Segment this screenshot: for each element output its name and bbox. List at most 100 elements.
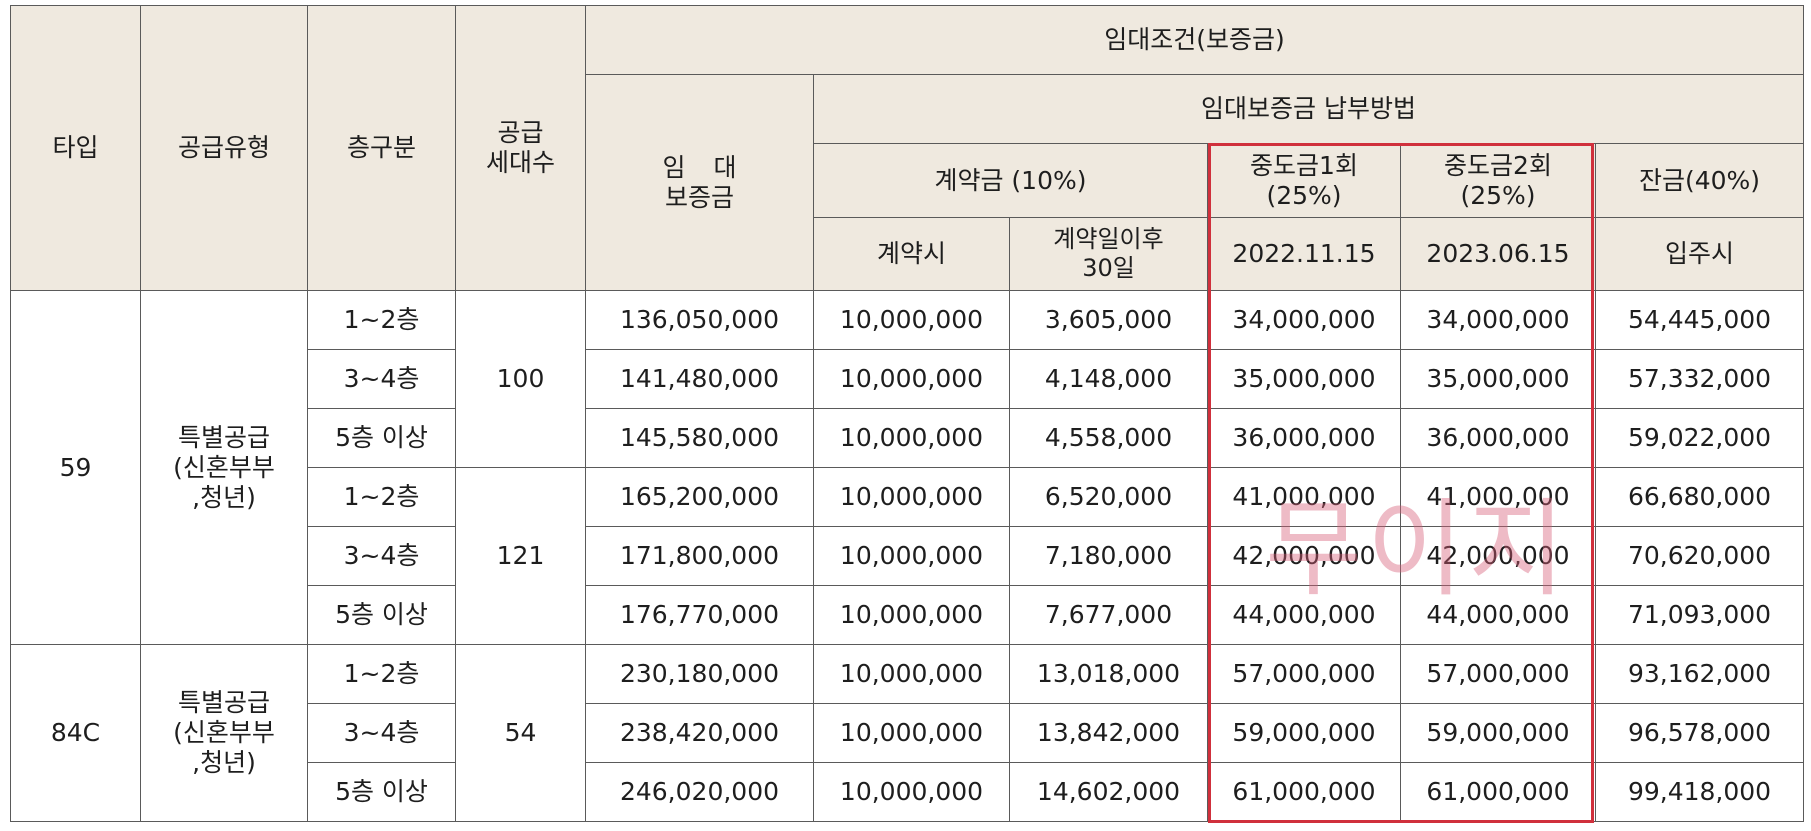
deposit-cell: 246,020,000 xyxy=(585,762,814,822)
floor-cell: 1~2층 xyxy=(307,467,456,527)
contract-cell: 10,000,000 xyxy=(813,467,1010,527)
table-row: 59 특별공급 (신혼부부 ,청년) 1~2층 100 136,050,000 … xyxy=(10,290,1805,645)
contract-cell: 10,000,000 xyxy=(813,408,1010,468)
interim1-cell: 57,000,000 xyxy=(1207,644,1401,704)
header-deposit-line2: 보증금 xyxy=(664,182,734,212)
after30-cell: 7,677,000 xyxy=(1009,585,1208,645)
deposit-cell: 141,480,000 xyxy=(585,349,814,409)
table-header: 타입 공급유형 층구분 공급 세대수 임대조건(보증금) 임 대 보증금 임대보… xyxy=(10,5,1805,291)
header-interim1-line1: 중도금1회 xyxy=(1250,150,1358,180)
units-cell: 121 xyxy=(455,467,586,645)
header-interim2: 중도금2회 (25%) xyxy=(1400,143,1596,218)
interim1-cell: 44,000,000 xyxy=(1207,585,1401,645)
table-row: 3~4층 171,800,000 10,000,000 7,180,000 42… xyxy=(11,526,1805,586)
interim2-cell: 44,000,000 xyxy=(1400,585,1596,645)
header-units-line2: 세대수 xyxy=(485,148,555,177)
header-interim2-line1: 중도금2회 xyxy=(1444,150,1552,180)
header-interim2-line2: (25%) xyxy=(1460,180,1536,210)
floor-cell: 5층 이상 xyxy=(307,408,456,468)
balance-cell: 70,620,000 xyxy=(1594,526,1805,586)
floor-cell: 3~4층 xyxy=(307,703,456,763)
contract-cell: 10,000,000 xyxy=(813,349,1010,409)
floor-cell: 3~4층 xyxy=(307,526,456,586)
table-row: 3~4층 141,480,000 10,000,000 4,148,000 35… xyxy=(11,349,1805,409)
interim2-cell: 36,000,000 xyxy=(1400,408,1596,468)
deposit-cell: 136,050,000 xyxy=(585,290,814,350)
supply-line3: ,청년) xyxy=(192,748,256,777)
balance-cell: 96,578,000 xyxy=(1594,703,1805,763)
after30-cell: 3,605,000 xyxy=(1009,290,1208,350)
interim2-cell: 35,000,000 xyxy=(1400,349,1596,409)
after30-cell: 4,148,000 xyxy=(1009,349,1208,409)
header-after30-line1: 계약일이후 xyxy=(1053,225,1164,253)
interim1-cell: 34,000,000 xyxy=(1207,290,1401,350)
after30-cell: 13,018,000 xyxy=(1009,644,1208,704)
supply-line2: (신혼부부 xyxy=(173,452,275,482)
type-cell: 84C xyxy=(10,644,141,822)
header-date2: 2023.06.15 xyxy=(1400,217,1596,291)
deposit-cell: 171,800,000 xyxy=(585,526,814,586)
deposit-cell: 176,770,000 xyxy=(585,585,814,645)
table-body: 59 특별공급 (신혼부부 ,청년) 1~2층 100 136,050,000 … xyxy=(10,290,1805,822)
header-rent-conditions: 임대조건(보증금) xyxy=(584,5,1805,75)
header-deposit: 임 대 보증금 xyxy=(585,74,814,291)
supply-line1: 특별공급 xyxy=(177,688,270,717)
contract-cell: 10,000,000 xyxy=(813,762,1010,822)
interim1-cell: 61,000,000 xyxy=(1207,762,1401,822)
interim1-cell: 59,000,000 xyxy=(1207,703,1401,763)
balance-cell: 71,093,000 xyxy=(1594,585,1805,645)
supply-line3: ,청년) xyxy=(192,482,256,512)
interim2-cell: 57,000,000 xyxy=(1400,644,1596,704)
interim2-cell: 42,000,000 xyxy=(1400,526,1596,586)
interim1-cell: 35,000,000 xyxy=(1207,349,1401,409)
table-row: 84C 특별공급 (신혼부부 ,청년) 1~2층 54 230,180,000 … xyxy=(10,644,1805,822)
deposit-cell: 230,180,000 xyxy=(585,644,814,704)
contract-cell: 10,000,000 xyxy=(813,644,1010,704)
header-interim1: 중도금1회 (25%) xyxy=(1207,143,1401,218)
header-payment-method: 임대보증금 납부방법 xyxy=(812,74,1805,144)
table-row: 5층 이상 176,770,000 10,000,000 7,677,000 4… xyxy=(11,585,1805,645)
table-row: 5층 이상 145,580,000 10,000,000 4,558,000 3… xyxy=(11,408,1805,468)
supply-line2: (신혼부부 xyxy=(173,718,275,747)
interim2-cell: 61,000,000 xyxy=(1400,762,1596,822)
after30-cell: 7,180,000 xyxy=(1009,526,1208,586)
floor-cell: 5층 이상 xyxy=(307,762,456,822)
floor-cell: 1~2층 xyxy=(307,644,456,704)
interim2-cell: 59,000,000 xyxy=(1400,703,1596,763)
deposit-cell: 238,420,000 xyxy=(585,703,814,763)
table-row: 5층 이상 246,020,000 10,000,000 14,602,000 … xyxy=(11,762,1805,822)
balance-cell: 54,445,000 xyxy=(1594,290,1805,350)
supply-type-cell: 특별공급 (신혼부부 ,청년) xyxy=(140,644,308,822)
units-cell: 100 xyxy=(455,290,586,468)
floor-cell: 5층 이상 xyxy=(307,585,456,645)
contract-cell: 10,000,000 xyxy=(813,526,1010,586)
header-floor: 층구분 xyxy=(307,5,456,291)
balance-cell: 93,162,000 xyxy=(1594,644,1805,704)
type-cell: 59 xyxy=(10,290,141,645)
after30-cell: 13,842,000 xyxy=(1009,703,1208,763)
header-interim1-line2: (25%) xyxy=(1266,180,1342,210)
header-after30-line2: 30일 xyxy=(1082,254,1135,282)
interim2-cell: 34,000,000 xyxy=(1400,290,1596,350)
balance-cell: 99,418,000 xyxy=(1594,762,1805,822)
header-balance: 잔금(40%) xyxy=(1594,143,1805,218)
contract-cell: 10,000,000 xyxy=(813,585,1010,645)
table-row: 3~4층 238,420,000 10,000,000 13,842,000 5… xyxy=(11,703,1805,763)
units-cell: 54 xyxy=(455,644,586,822)
balance-cell: 57,332,000 xyxy=(1594,349,1805,409)
header-type: 타입 xyxy=(10,5,141,291)
balance-cell: 59,022,000 xyxy=(1594,408,1805,468)
deposit-cell: 165,200,000 xyxy=(585,467,814,527)
interim1-cell: 36,000,000 xyxy=(1207,408,1401,468)
header-units: 공급 세대수 xyxy=(455,5,586,291)
after30-cell: 4,558,000 xyxy=(1009,408,1208,468)
rent-conditions-table: 타입 공급유형 층구분 공급 세대수 임대조건(보증금) 임 대 보증금 임대보… xyxy=(10,5,1805,822)
header-down-payment: 계약금 (10%) xyxy=(813,143,1208,218)
interim1-cell: 41,000,000 xyxy=(1207,467,1401,527)
contract-cell: 10,000,000 xyxy=(813,290,1010,350)
header-after-30-days: 계약일이후 30일 xyxy=(1009,217,1208,291)
interim1-cell: 42,000,000 xyxy=(1207,526,1401,586)
after30-cell: 14,602,000 xyxy=(1009,762,1208,822)
header-at-contract: 계약시 xyxy=(813,217,1010,291)
